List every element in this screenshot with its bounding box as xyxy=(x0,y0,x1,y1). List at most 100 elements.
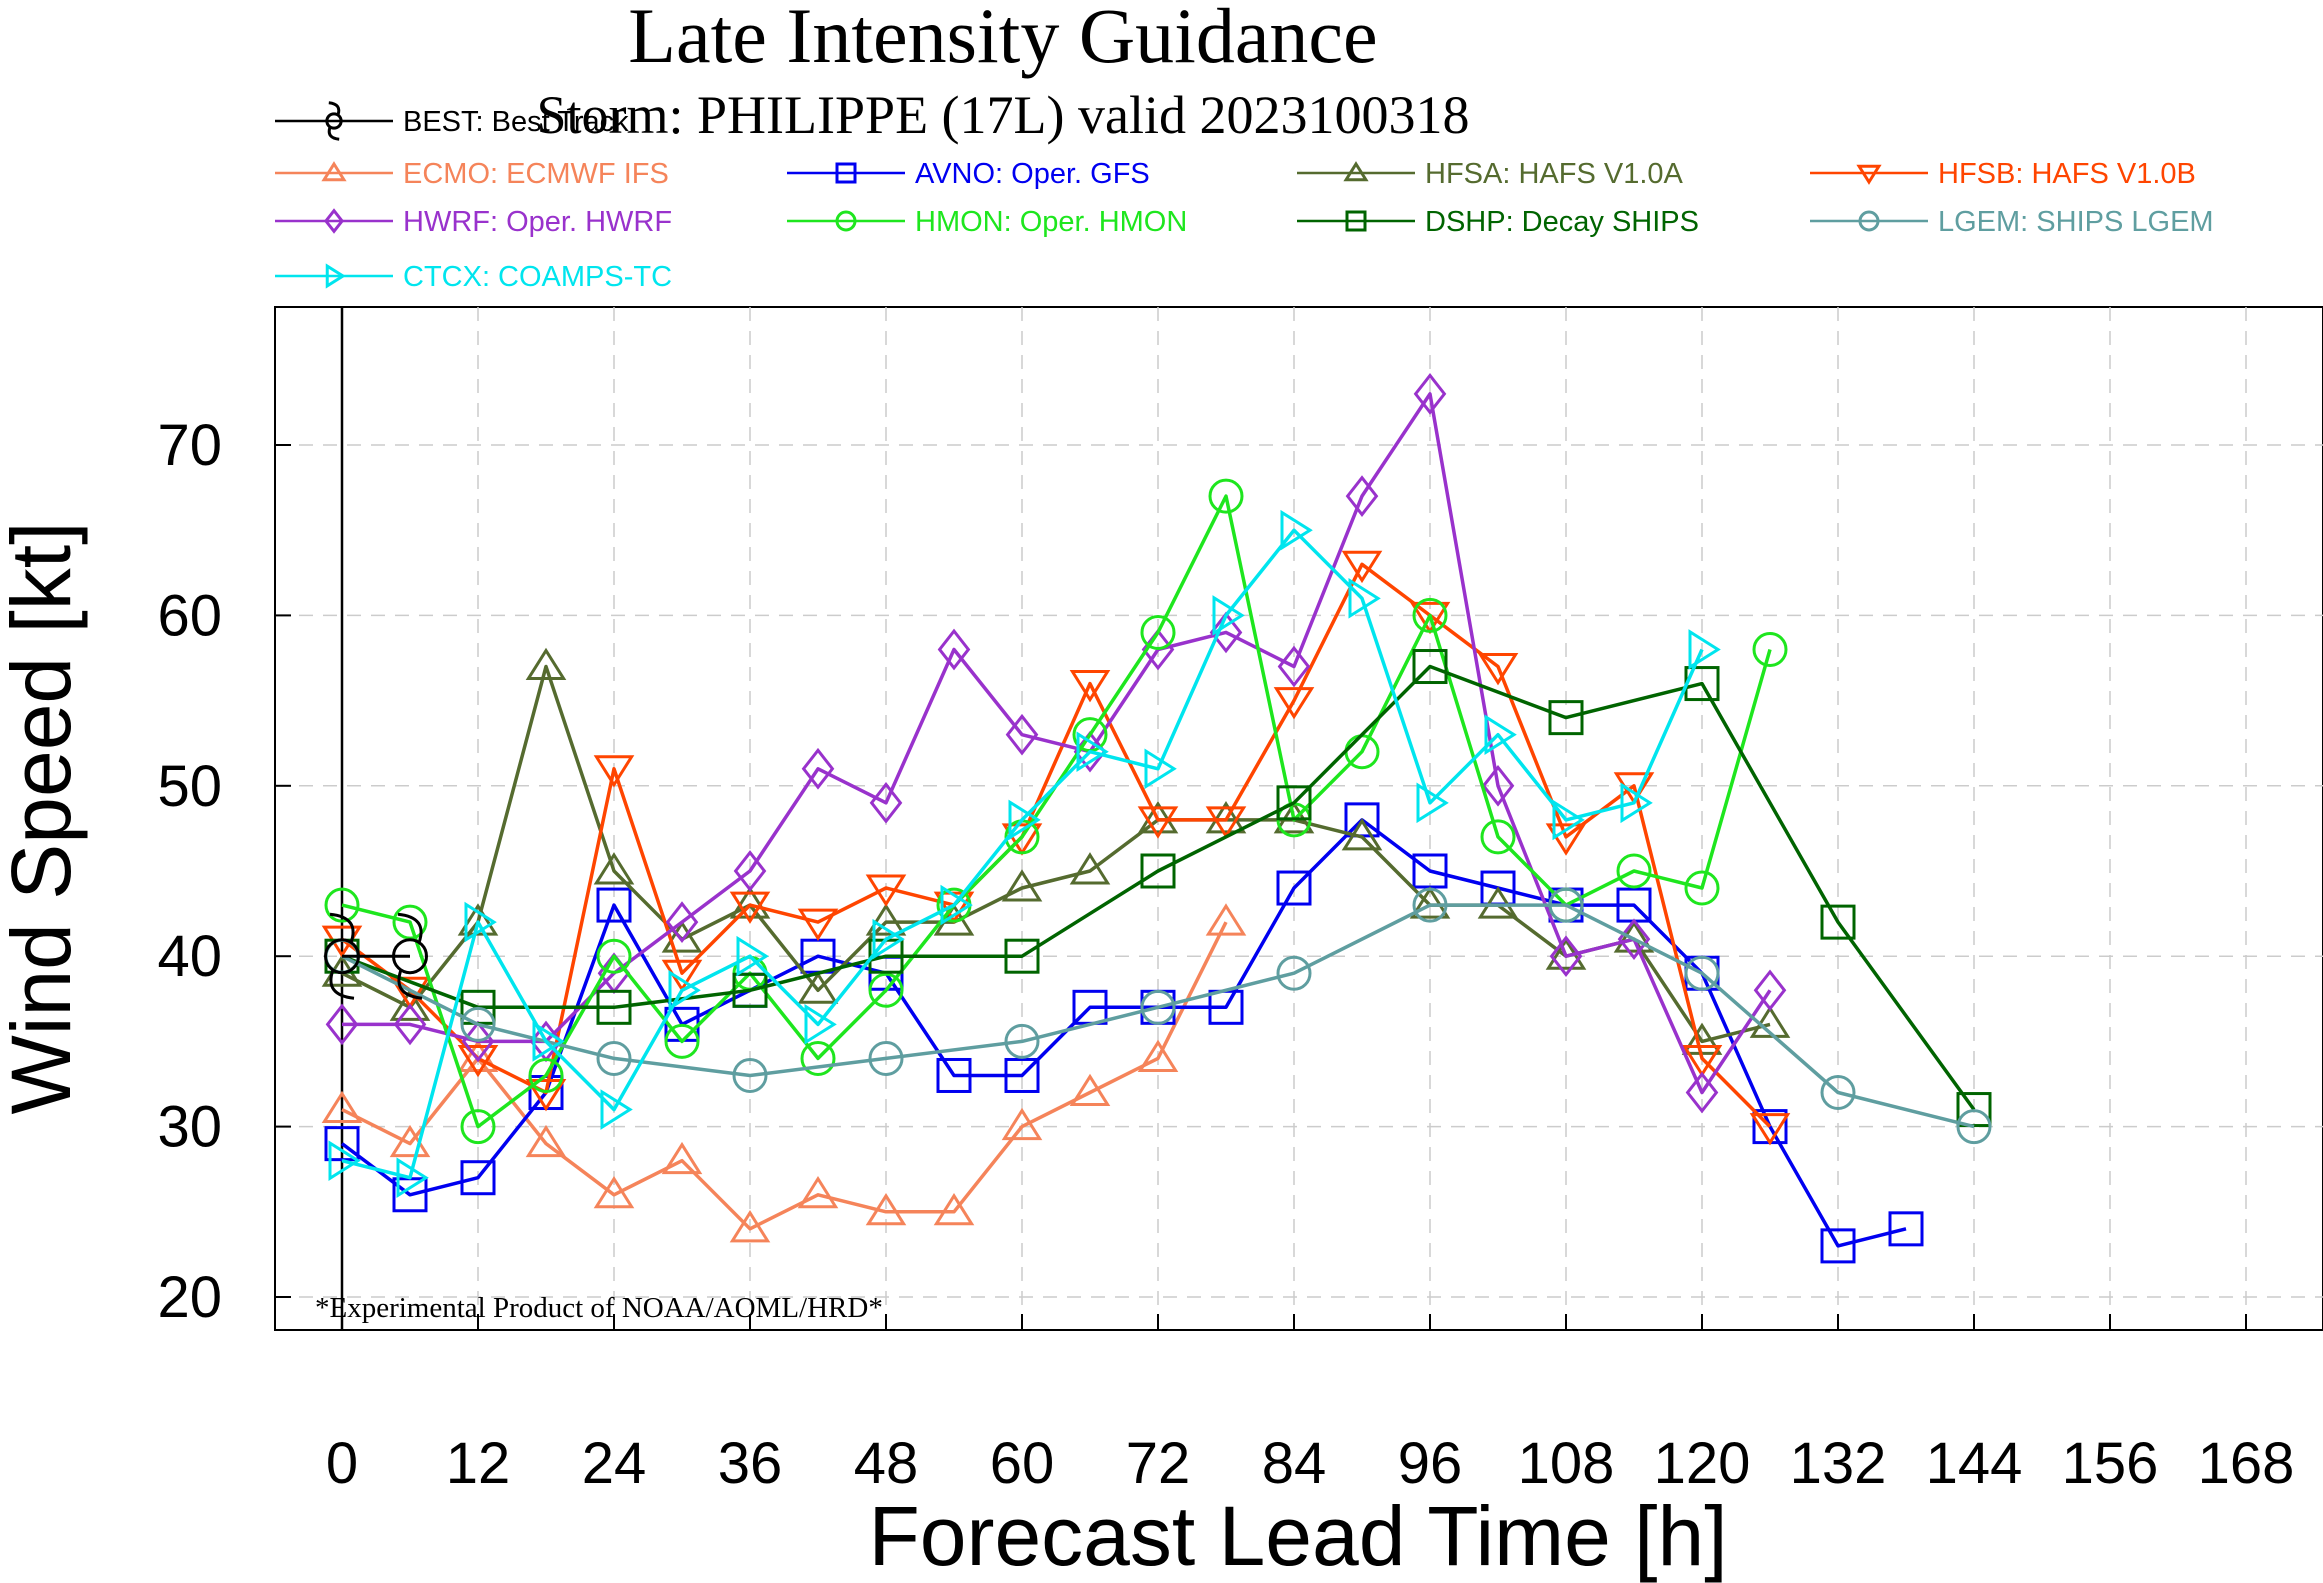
chart-subtitle: Storm: PHILIPPE (17L) valid 2023100318 xyxy=(537,85,1470,145)
data-point xyxy=(1613,920,1655,953)
x-tick-label: 48 xyxy=(854,1431,919,1496)
data-point xyxy=(460,1006,496,1042)
data-point xyxy=(804,1004,837,1045)
data-point xyxy=(1341,818,1383,851)
data-point xyxy=(1209,611,1243,654)
data-point xyxy=(457,903,499,936)
data-point xyxy=(1140,989,1176,1025)
data-point xyxy=(325,1003,359,1046)
data-point xyxy=(1820,1075,1856,1111)
data-point xyxy=(1548,700,1584,736)
legend-item: DSHP: Decay SHIPS xyxy=(1297,206,1699,238)
legend-item: LGEM: SHIPS LGEM xyxy=(1810,206,2214,238)
x-tick-label: 96 xyxy=(1398,1431,1463,1496)
data-point xyxy=(593,1175,635,1209)
data-point xyxy=(1348,578,1381,619)
data-point xyxy=(868,972,904,1008)
x-axis-label: Forecast Lead Time [h] xyxy=(868,1489,1727,1583)
legend-marker xyxy=(325,101,343,141)
data-point xyxy=(593,755,635,788)
x-tick-label: 36 xyxy=(718,1431,783,1496)
y-tick-label: 50 xyxy=(157,754,222,819)
data-point xyxy=(865,903,907,936)
legend-item: AVNO: Oper. GFS xyxy=(787,158,1150,190)
data-point xyxy=(596,938,632,974)
y-tick-label: 60 xyxy=(157,583,222,648)
data-point xyxy=(457,1039,499,1072)
data-point xyxy=(1076,731,1109,773)
data-point xyxy=(1412,597,1448,633)
x-tick-label: 0 xyxy=(326,1431,358,1496)
series-ecmo xyxy=(321,903,1247,1243)
data-point xyxy=(1273,687,1315,720)
data-point xyxy=(596,887,632,923)
data-point xyxy=(324,1126,360,1162)
data-point xyxy=(865,874,907,907)
series-line xyxy=(341,921,1228,1231)
legend-item: HMON: Oper. HMON xyxy=(787,206,1187,238)
data-point xyxy=(1552,799,1585,841)
data-point xyxy=(1481,764,1515,807)
data-point xyxy=(1069,1073,1111,1107)
data-point xyxy=(1545,823,1587,856)
data-point xyxy=(1685,1071,1719,1114)
y-axis-label: Wind Speed [kt] xyxy=(0,522,88,1115)
x-tick-label: 72 xyxy=(1126,1431,1191,1496)
data-point xyxy=(1277,645,1311,688)
data-point xyxy=(528,1057,564,1093)
data-point xyxy=(1549,935,1583,978)
legend-marker xyxy=(321,161,347,182)
legend-label: BEST: Best Track xyxy=(403,106,629,138)
series-ctcx xyxy=(328,509,1721,1199)
legend-label: HFSA: HAFS V1.0A xyxy=(1425,158,1684,190)
data-point xyxy=(1140,853,1176,889)
data-point xyxy=(1001,823,1043,856)
y-tick-label: 20 xyxy=(157,1265,222,1330)
y-tick-label: 70 xyxy=(157,413,222,478)
data-point xyxy=(1412,887,1448,923)
data-point xyxy=(460,1109,496,1145)
data-point xyxy=(797,971,839,1004)
data-point xyxy=(389,988,431,1021)
data-point xyxy=(797,908,839,941)
data-point xyxy=(732,1057,768,1093)
legend-label: HMON: Oper. HMON xyxy=(915,206,1187,238)
series-line xyxy=(342,392,1772,1095)
data-point xyxy=(1477,653,1519,686)
data-point xyxy=(1616,853,1652,889)
data-point xyxy=(797,1175,839,1209)
x-tick-label: 156 xyxy=(2062,1431,2159,1496)
legend-marker xyxy=(1856,164,1882,185)
data-point xyxy=(800,1040,836,1076)
data-point xyxy=(1137,1039,1179,1072)
data-point xyxy=(1749,1113,1791,1146)
data-point xyxy=(1684,955,1720,991)
data-point xyxy=(1212,595,1245,636)
data-point xyxy=(1753,969,1787,1012)
footnote: *Experimental Product of NOAA/AOML/HRD* xyxy=(315,1292,883,1324)
legend-item: HFSA: HAFS V1.0A xyxy=(1297,158,1684,190)
data-point xyxy=(729,886,771,919)
data-point xyxy=(1137,801,1179,834)
series-line xyxy=(341,664,1976,1111)
data-point xyxy=(389,976,431,1010)
data-point xyxy=(1341,550,1383,584)
plot-frame xyxy=(274,306,2323,1331)
legend-item: ECMO: ECMWF IFS xyxy=(275,158,669,190)
best-track-point xyxy=(324,912,360,1000)
data-point xyxy=(600,1089,633,1130)
data-point xyxy=(1004,1057,1040,1093)
data-point xyxy=(729,891,771,924)
data-point xyxy=(324,887,360,923)
x-tick-label: 12 xyxy=(446,1431,511,1496)
x-tick-label: 60 xyxy=(990,1431,1055,1496)
data-point xyxy=(1001,869,1043,902)
legend-marker xyxy=(325,263,346,289)
x-tick-label: 120 xyxy=(1654,1431,1751,1496)
data-point xyxy=(596,1040,632,1076)
legend-label: LGEM: SHIPS LGEM xyxy=(1938,206,2214,238)
data-point xyxy=(736,935,769,977)
data-point xyxy=(869,782,903,824)
x-tick-label: 84 xyxy=(1262,1431,1327,1496)
